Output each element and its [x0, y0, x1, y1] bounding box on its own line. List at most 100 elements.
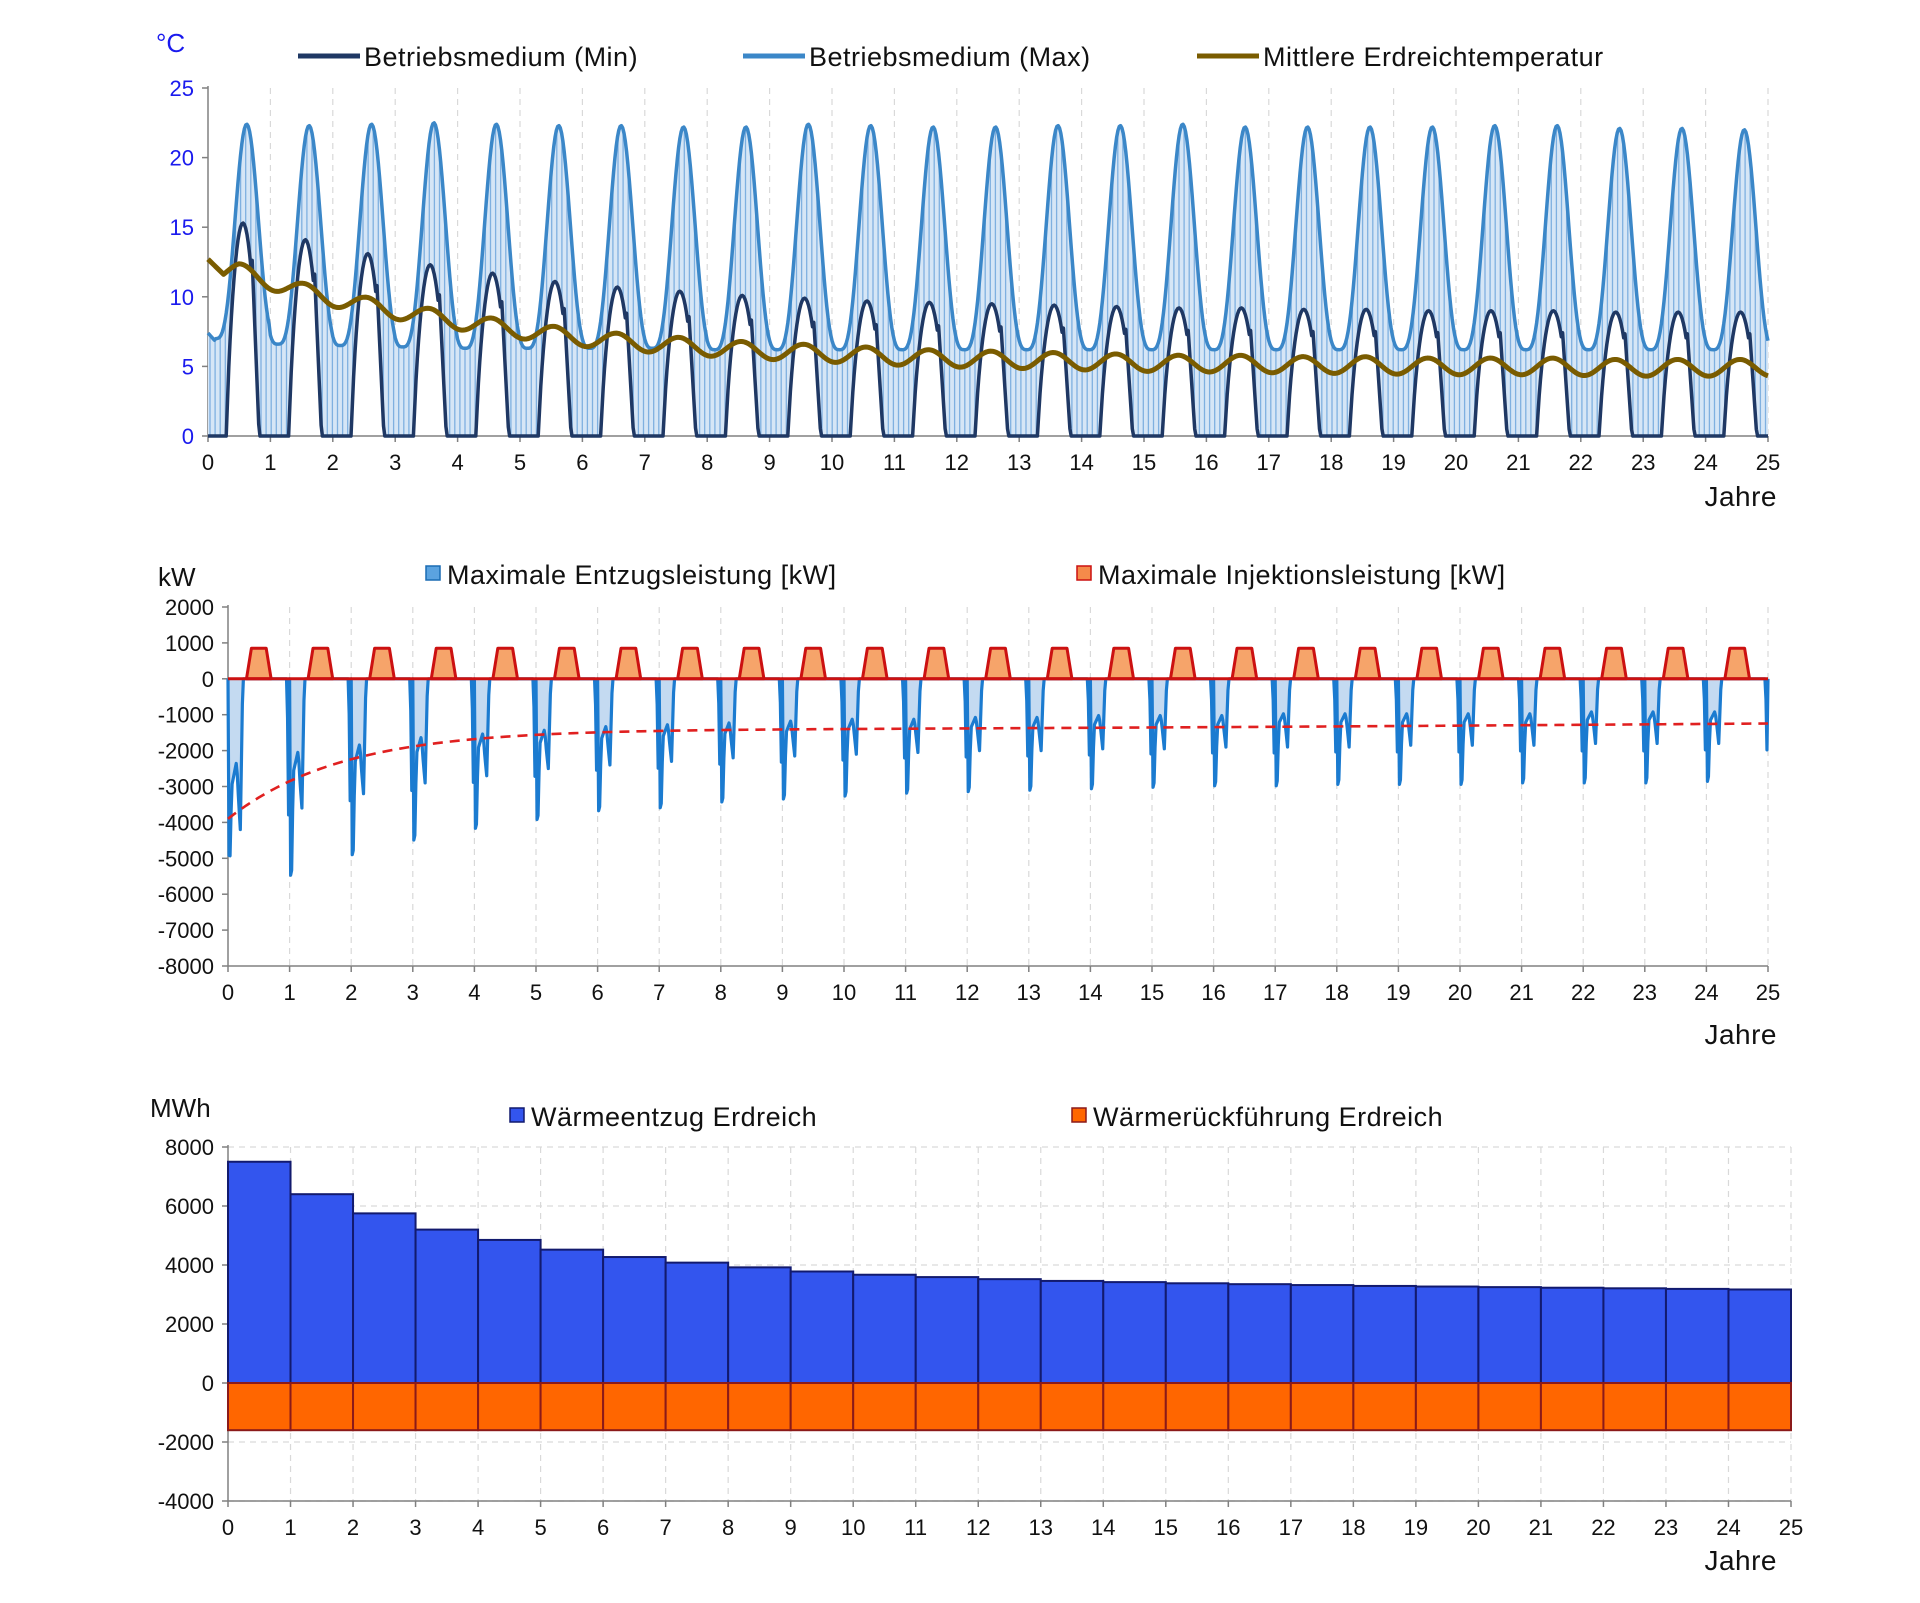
x-tick-label: 6: [597, 1515, 609, 1540]
x-tick-label: 25: [1756, 450, 1780, 475]
legend-label: Betriebsmedium (Max): [809, 42, 1091, 72]
bar-waermeentzug: [539, 1248, 605, 1385]
x-tick-label: 21: [1509, 980, 1533, 1005]
y-tick-label: 0: [182, 424, 194, 449]
x-tick-label: 5: [530, 980, 542, 1005]
chart-2-plot: [226, 646, 1770, 877]
x-tick-label: 6: [576, 450, 588, 475]
x-tick-label: 11: [883, 450, 906, 475]
y-tick-label: -2000: [158, 1430, 214, 1455]
x-tick-label: 8: [701, 450, 713, 475]
x-tick-label: 20: [1466, 1515, 1490, 1540]
series-line-betriebsmedium-max: [206, 121, 1770, 352]
bar-waermeentzug: [789, 1270, 855, 1384]
injection-plateau: [860, 646, 889, 681]
series-line-mittlere-erdreichtemperatur: [206, 257, 1770, 379]
x-tick-label: 25: [1779, 1515, 1803, 1540]
injection-plateau: [737, 646, 766, 681]
injection-plateau: [552, 646, 581, 681]
injection-plateau: [1415, 646, 1444, 681]
bar-waermerueckfuehrung: [727, 1382, 792, 1432]
bar-waermeentzug: [1414, 1285, 1480, 1385]
injection-plateau: [1292, 646, 1320, 681]
y-tick-label: -4000: [158, 1489, 214, 1514]
x-tick-label: 15: [1140, 980, 1164, 1005]
injection-plateau: [676, 646, 704, 681]
bar-waermerueckfuehrung: [1477, 1382, 1542, 1432]
bar-waermeentzug: [1602, 1287, 1667, 1385]
x-tick-label: 11: [894, 980, 917, 1005]
bar-waermeentzug: [414, 1228, 480, 1384]
x-tick-label: 7: [653, 980, 665, 1005]
y-tick-label: 5: [182, 354, 194, 379]
x-tick-label: 9: [785, 1515, 797, 1540]
x-tick-label: 21: [1506, 450, 1530, 475]
x-tick-label: 23: [1631, 450, 1655, 475]
x-tick-label: 2: [327, 450, 339, 475]
x-tick-label: 22: [1571, 980, 1595, 1005]
x-tick-label: 12: [955, 980, 979, 1005]
y-tick-label: -8000: [158, 954, 214, 979]
x-tick-label: 10: [841, 1515, 865, 1540]
x-tick-label: 0: [202, 450, 214, 475]
y-tick-label: -2000: [158, 739, 214, 764]
bar-waermerueckfuehrung: [352, 1382, 417, 1432]
x-tick-label: 19: [1404, 1515, 1428, 1540]
y-tick-label: 10: [170, 285, 194, 310]
x-tick-label: 20: [1448, 980, 1472, 1005]
x-tick-label: 7: [660, 1515, 672, 1540]
y-tick-label: -3000: [158, 775, 214, 800]
x-axis-title: Jahre: [1704, 1019, 1777, 1050]
bar-waermerueckfuehrung: [1539, 1382, 1605, 1432]
bar-waermeentzug: [977, 1278, 1042, 1385]
x-tick-label: 7: [639, 450, 651, 475]
x-tick-label: 5: [514, 450, 526, 475]
bar-waermeentzug: [1102, 1281, 1167, 1384]
bar-waermerueckfuehrung: [1227, 1382, 1292, 1432]
legend-label: Maximale Injektionsleistung [kW]: [1098, 560, 1506, 590]
x-tick-label: 14: [1069, 450, 1093, 475]
x-tick-label: 3: [389, 450, 401, 475]
y-unit-label: MWh: [150, 1093, 211, 1123]
legend-swatch: [1071, 1107, 1087, 1123]
x-tick-label: 16: [1194, 450, 1218, 475]
bar-waermeentzug: [914, 1276, 980, 1384]
x-tick-label: 13: [1017, 980, 1041, 1005]
bar-waermeentzug: [1164, 1282, 1230, 1385]
x-tick-label: 12: [966, 1515, 990, 1540]
x-tick-label: 22: [1591, 1515, 1615, 1540]
x-tick-label: 17: [1279, 1515, 1303, 1540]
y-tick-label: 0: [202, 667, 214, 692]
bar-waermeentzug: [1352, 1284, 1417, 1384]
chart-3-plot: [227, 1160, 1792, 1432]
injection-plateau: [1045, 646, 1074, 681]
bar-waermeentzug: [289, 1193, 355, 1384]
bar-waermerueckfuehrung: [1352, 1382, 1417, 1432]
x-tick-label: 1: [284, 1515, 296, 1540]
bar-waermeentzug: [227, 1160, 292, 1384]
x-tick-label: 0: [222, 1515, 234, 1540]
series-line-maximale-entzugsleistung: [226, 677, 1770, 877]
bar-waermerueckfuehrung: [914, 1382, 980, 1432]
bar-waermerueckfuehrung: [477, 1382, 542, 1432]
y-unit-label: °C: [156, 28, 185, 58]
x-tick-label: 21: [1529, 1515, 1553, 1540]
injection-plateau: [1723, 646, 1752, 681]
injection-plateau: [429, 646, 458, 681]
bar-waermeentzug: [477, 1238, 542, 1385]
y-tick-label: 2000: [165, 595, 214, 620]
bar-waermeentzug: [602, 1256, 667, 1385]
bar-waermerueckfuehrung: [227, 1382, 292, 1432]
bar-waermerueckfuehrung: [1039, 1382, 1105, 1432]
x-tick-label: 9: [763, 450, 775, 475]
x-tick-label: 3: [407, 980, 419, 1005]
x-tick-label: 14: [1091, 1515, 1115, 1540]
injection-plateau: [614, 646, 643, 681]
legend-label: Wärmerückführung Erdreich: [1093, 1102, 1443, 1132]
bar-waermerueckfuehrung: [1664, 1382, 1730, 1432]
x-tick-label: 22: [1569, 450, 1593, 475]
x-tick-label: 6: [591, 980, 603, 1005]
bar-waermeentzug: [1039, 1279, 1105, 1385]
x-axis-title: Jahre: [1704, 481, 1777, 512]
